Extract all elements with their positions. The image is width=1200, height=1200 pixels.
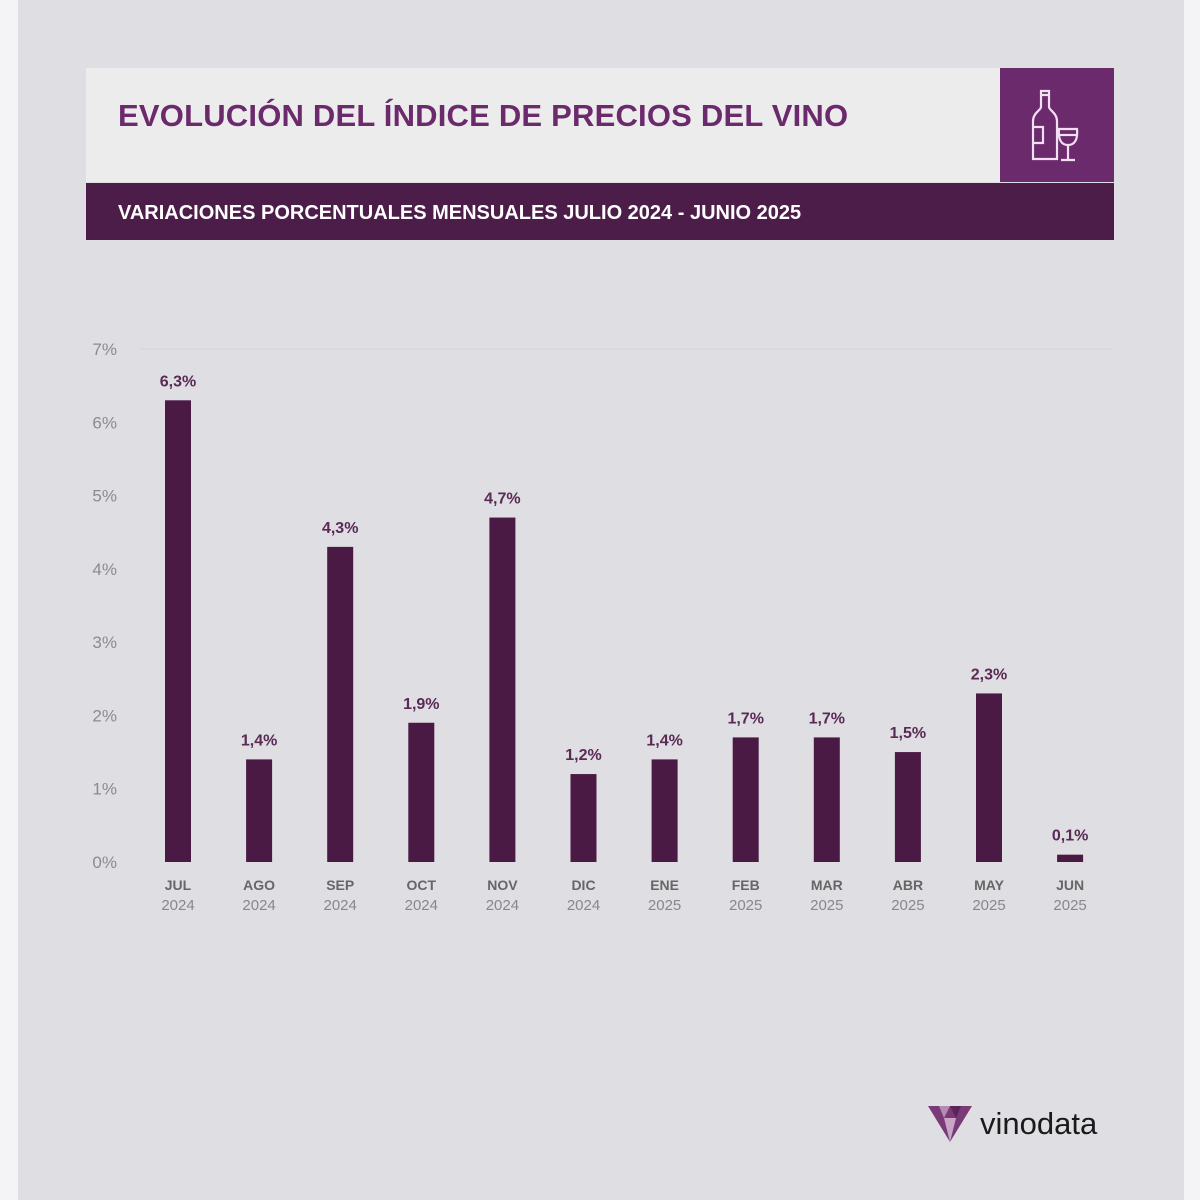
x-tick-month: MAR <box>811 877 843 893</box>
subtitle-bar: VARIACIONES PORCENTUALES MENSUALES JULIO… <box>86 183 1114 240</box>
brand-logo: vinodata <box>928 1104 1097 1144</box>
data-label: 1,2% <box>565 747 601 764</box>
data-label: 1,9% <box>403 696 439 713</box>
x-tick-year: 2025 <box>972 897 1005 914</box>
x-tick-month: JUL <box>165 877 192 893</box>
x-tick-month: SEP <box>326 877 354 893</box>
x-tick-year: 2024 <box>486 897 519 914</box>
x-tick-month: MAY <box>974 877 1004 893</box>
x-tick-month: ABR <box>893 877 923 893</box>
bar <box>570 774 597 862</box>
y-tick-label: 0% <box>92 853 117 872</box>
x-tick-year: 2025 <box>648 897 681 914</box>
data-label: 1,7% <box>809 710 845 727</box>
bar <box>246 759 273 862</box>
y-tick-label: 6% <box>92 413 117 432</box>
y-tick-label: 4% <box>92 560 117 579</box>
x-tick-month: JUN <box>1056 877 1084 893</box>
x-tick-month: FEB <box>732 877 760 893</box>
page-title: EVOLUCIÓN DEL ÍNDICE DE PRECIOS DEL VINO <box>118 98 849 133</box>
data-label: 1,7% <box>727 710 763 727</box>
x-tick-month: ENE <box>650 877 679 893</box>
data-label: 1,4% <box>646 732 682 749</box>
y-tick-label: 5% <box>92 487 117 506</box>
x-tick-year: 2025 <box>1053 897 1086 914</box>
data-label: 4,3% <box>322 520 358 537</box>
bar <box>327 546 354 862</box>
x-tick-year: 2024 <box>405 897 438 914</box>
bar <box>651 759 678 862</box>
data-label: 4,7% <box>484 491 520 508</box>
bar <box>408 722 435 862</box>
bar <box>732 737 759 862</box>
x-tick-year: 2024 <box>324 897 357 914</box>
wine-bottle-glass-icon <box>1000 68 1114 182</box>
data-label: 0,1% <box>1052 828 1088 845</box>
bar <box>813 737 840 862</box>
bar <box>976 693 1002 862</box>
vinodata-logo-icon <box>928 1106 972 1142</box>
bar <box>165 400 191 862</box>
data-label: 6,3% <box>160 373 196 390</box>
y-tick-label: 7% <box>92 340 117 359</box>
x-tick-month: OCT <box>407 877 437 893</box>
data-label: 1,4% <box>241 732 277 749</box>
y-tick-label: 3% <box>92 633 117 652</box>
x-tick-year: 2024 <box>567 897 600 914</box>
data-label: 1,5% <box>890 725 926 742</box>
y-tick-label: 1% <box>92 780 117 799</box>
x-tick-month: NOV <box>487 877 518 893</box>
x-tick-year: 2024 <box>242 897 275 914</box>
x-tick-year: 2025 <box>729 897 762 914</box>
x-tick-month: AGO <box>243 877 275 893</box>
x-tick-year: 2024 <box>161 897 194 914</box>
y-tick-label: 2% <box>92 706 117 725</box>
x-tick-month: DIC <box>571 877 595 893</box>
x-tick-year: 2025 <box>891 897 924 914</box>
subtitle: VARIACIONES PORCENTUALES MENSUALES JULIO… <box>118 202 802 224</box>
x-tick-year: 2025 <box>810 897 843 914</box>
data-label: 2,3% <box>971 666 1007 683</box>
bar <box>894 752 921 862</box>
brand-name: vinodata <box>980 1106 1098 1141</box>
bar <box>1057 854 1084 862</box>
title-box: EVOLUCIÓN DEL ÍNDICE DE PRECIOS DEL VINO <box>86 68 1000 182</box>
bar <box>489 517 516 862</box>
